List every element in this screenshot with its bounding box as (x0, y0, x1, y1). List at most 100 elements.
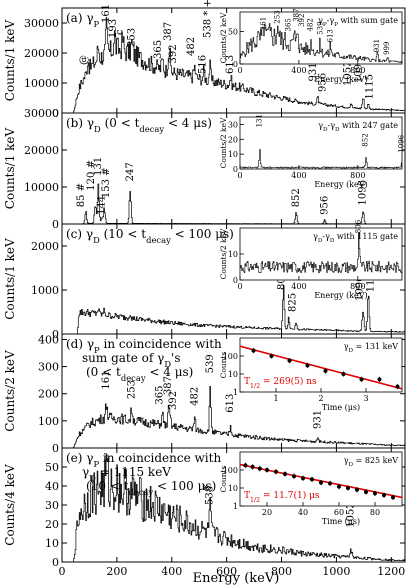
inset-spectrum-b (240, 149, 402, 169)
inset-x-tick-label-a: 0 (237, 66, 242, 75)
peak-label-b: 131 (93, 157, 104, 176)
x-tick-label: 1000 (322, 565, 350, 578)
inset-peak-label-a: 482 (307, 18, 315, 31)
decay-point-e (283, 471, 287, 476)
y-tick-label-a: 10000 (24, 77, 59, 90)
inset-c: 0 10 806 0 400 800 γD-γD with 1115 gate Counts/… (219, 219, 403, 300)
inset-x-label-c: Energy (keV) (314, 291, 367, 300)
spectrum-e (62, 453, 405, 562)
peak-label-d: 539 (205, 354, 216, 373)
inset-peak-label-a: 253 (273, 10, 281, 23)
decay-point-e (292, 474, 296, 479)
decay-point-d (377, 377, 382, 382)
y-tick-label-d: 200 (38, 388, 59, 401)
inset-x-tick-label-e: 20 (262, 508, 272, 517)
inset-title-b: γD-γD with 247 gate (318, 121, 398, 133)
peak-label-b: 85 # (76, 183, 87, 207)
inset-title-d: γD = 131 keV (344, 342, 398, 354)
panel-label-b: (b) γD (0 < tdecay < 4 μs) (66, 116, 212, 134)
spectrum-b (62, 183, 405, 224)
y-axis-label-c: Counts/1 keV (3, 238, 17, 320)
inset-y-tick-label-d: 1 (233, 388, 238, 397)
inset-b: 0 10 20 30 131 852 1096 0 400 800 γD-γD with 247 g… (219, 114, 405, 189)
y-tick-label-e: 30 (45, 499, 59, 512)
panel-label-line3-e: (10 < tdecay < 100 μs) (86, 479, 216, 497)
decay-point-e (382, 493, 386, 498)
inset-x-tick-label-b: 400 (291, 171, 306, 180)
panel-label-line2-e: γD = 1115 keV (82, 465, 171, 483)
panel-label-c: (c) γD (10 < tdecay < 100 μs) (66, 227, 234, 245)
y-tick-label-b: 0 (52, 218, 59, 231)
y-tick-label-e: 10 (45, 537, 59, 550)
inset-peak-label-a: 387 (293, 8, 301, 21)
peak-label-a: 1052 * (342, 52, 353, 86)
decay-point-e (310, 477, 314, 482)
decay-point-d (359, 377, 364, 382)
y-tick-label-d: 300 (38, 361, 59, 374)
inset-x-tick-label-c: 800 (350, 282, 365, 291)
decay-point-d (287, 358, 292, 363)
peak-label-d: 365 (154, 386, 165, 405)
spectrum-d (62, 385, 405, 448)
inset-peak-label-a: 365 (285, 18, 293, 31)
inset-peak-label-c: 806 (355, 219, 363, 233)
y-axis-label-b: Counts/1 keV (3, 127, 17, 209)
decay-point-e (257, 466, 262, 471)
decay-point-d (341, 372, 346, 376)
inset-y-label-c: Counts/2 keV (219, 228, 228, 279)
peak-label-a: 161 (101, 4, 112, 23)
y-tick-label-a: 20000 (24, 47, 59, 60)
panel-label-line3-d: (0 < tdecay < 4 μs) (86, 365, 193, 383)
decay-point-e (328, 481, 332, 486)
decay-point-e (373, 491, 377, 496)
decay-point-d (305, 363, 310, 368)
y-tick-label-c: 2000 (31, 240, 59, 253)
inset-x-tick-label-d: 3 (363, 394, 368, 403)
peak-label-a: @ (79, 55, 90, 65)
inset-y-tick-label-b: 10 (228, 150, 238, 159)
inset-y-tick-label-b: 0 (233, 165, 238, 174)
decay-point-e (265, 468, 269, 472)
inset-y-tick-label-c: 10 (228, 250, 238, 259)
inset-peak-label-b: 1096 (397, 134, 405, 152)
inset-y-tick-label-d: 10 (228, 370, 238, 379)
inset-y-label-d: Counts (219, 351, 228, 378)
inset-x-label-e: Time (μs) (322, 517, 360, 526)
panel-d: 0 100 200 300 400 Counts/2 keV (d) γP in coinc… (3, 333, 406, 455)
peak-label-a: 392 (168, 44, 179, 63)
inset-y-tick-label-b: 30 (228, 120, 238, 129)
decay-point-e (243, 463, 248, 468)
inset-x-tick-label-a: 800 (350, 66, 365, 75)
inset-x-tick-label-b: 800 (350, 171, 365, 180)
x-tick-label: 200 (106, 565, 127, 578)
peak-label-d: 931 (313, 410, 324, 429)
fit-label-e: T1/2 = 11.7(1) μs (244, 490, 320, 504)
inset-spectrum-c (240, 233, 402, 274)
inset-y-tick-label-a: 0 (233, 60, 238, 69)
inset-y-tick-label-b: 20 (228, 135, 238, 144)
y-tick-label-d: 400 (38, 333, 59, 346)
x-axis-label: Energy (keV) (193, 571, 280, 586)
peak-label-d: 482 (189, 387, 200, 406)
inset-y-tick-label-a: 50 (228, 28, 238, 37)
peak-label-b: 247 (125, 162, 136, 181)
peak-label-a: 1096 (353, 58, 364, 83)
decay-point-d (395, 384, 400, 389)
inset-y-tick-label-e: 10 (228, 484, 238, 493)
peak-label-b: 956 (319, 196, 330, 215)
y-axis-label-e: Counts/4 keV (3, 464, 17, 546)
panel-c: 0 1000 2000 Counts/1 keV (c) γD (10 < tdecay… (3, 219, 406, 341)
x-tick-label: 1200 (377, 565, 405, 578)
inset-title-c: γD-γD with 1115 gate (313, 232, 398, 244)
inset-title-a: γP-γP with sum gate (318, 16, 398, 28)
y-tick-label-c: 1000 (31, 284, 59, 297)
peak-label-b: 120 # (86, 160, 97, 191)
inset-peak-label-a: 613 (327, 29, 335, 42)
peak-label-a: 516 (198, 55, 209, 74)
decay-point-d (269, 354, 274, 358)
peak-label-a: 931 (308, 62, 319, 81)
decay-point-e (355, 487, 359, 492)
peak-label-b: 144 (97, 196, 108, 215)
